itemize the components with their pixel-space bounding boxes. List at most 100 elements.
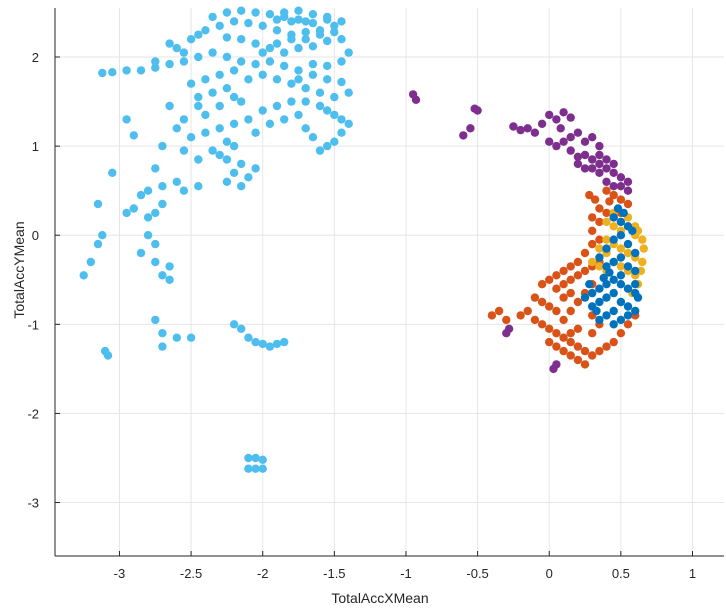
data-point [244, 464, 253, 473]
data-point [566, 351, 575, 360]
data-point [151, 257, 160, 267]
data-point [595, 150, 604, 160]
data-point [315, 30, 325, 39]
data-point [165, 101, 174, 111]
data-point [566, 306, 575, 316]
data-point [623, 311, 633, 320]
data-point [545, 110, 554, 120]
data-point [201, 26, 210, 35]
data-point [566, 262, 575, 271]
data-point [552, 271, 561, 280]
data-point [609, 168, 618, 177]
data-point [588, 213, 597, 222]
data-point [638, 257, 647, 267]
data-point [573, 324, 583, 333]
data-point [628, 226, 637, 235]
data-point [194, 155, 203, 164]
data-point [122, 115, 131, 124]
grid-lines [55, 8, 724, 556]
data-point [229, 168, 239, 177]
data-point [609, 182, 618, 191]
data-point [613, 204, 623, 213]
data-point [623, 239, 633, 249]
data-point [559, 108, 568, 117]
data-point [323, 141, 332, 151]
data-point [602, 293, 611, 302]
data-point [609, 275, 618, 284]
x-tick-label: -1 [400, 566, 412, 581]
data-point [280, 8, 289, 17]
data-point [98, 68, 107, 78]
data-point [272, 26, 282, 35]
data-point [222, 52, 232, 62]
data-point [337, 115, 346, 124]
data-point [588, 164, 597, 173]
data-point [592, 306, 601, 316]
data-point [605, 268, 614, 277]
data-point [552, 141, 561, 151]
data-point [516, 311, 525, 320]
data-point [280, 337, 289, 347]
data-point [473, 106, 482, 115]
data-point [244, 115, 253, 124]
data-point [616, 253, 626, 262]
data-point [344, 119, 353, 128]
data-point [179, 57, 189, 66]
data-point [545, 137, 554, 146]
data-point [631, 280, 640, 289]
data-point [609, 320, 618, 329]
data-point [616, 297, 626, 307]
data-point [545, 324, 554, 333]
data-point [258, 21, 267, 30]
data-point [573, 257, 583, 267]
data-point [244, 173, 253, 182]
data-point [287, 17, 296, 26]
data-point [580, 150, 590, 160]
data-point [86, 257, 96, 267]
data-point [590, 195, 600, 204]
data-point [585, 280, 594, 289]
data-point [265, 119, 275, 128]
data-point [573, 128, 583, 137]
data-point [631, 266, 640, 276]
data-point [215, 21, 224, 30]
data-point [229, 66, 239, 75]
data-point [330, 110, 339, 120]
data-point [523, 306, 532, 316]
data-point [616, 182, 626, 191]
data-point [588, 329, 597, 338]
data-point [122, 208, 131, 218]
data-point [631, 306, 640, 316]
data-point [194, 92, 203, 102]
data-point [272, 75, 282, 84]
data-point [215, 124, 224, 133]
data-point [308, 18, 318, 28]
data-point [595, 262, 604, 271]
data-point [566, 275, 575, 284]
data-point [280, 48, 289, 57]
data-point [537, 280, 547, 289]
data-point [158, 199, 167, 209]
data-point [605, 197, 614, 206]
data-point [573, 355, 583, 365]
data-point [258, 455, 267, 464]
data-point [308, 59, 318, 69]
data-point [222, 84, 232, 93]
data-point [272, 339, 282, 349]
data-point [609, 213, 618, 222]
data-point [208, 12, 217, 22]
data-point [308, 42, 318, 51]
data-point [301, 35, 310, 44]
data-point [251, 59, 260, 69]
data-point [602, 186, 611, 195]
data-point [215, 70, 224, 80]
data-point [258, 464, 267, 473]
data-point [344, 88, 353, 97]
data-point [616, 315, 626, 325]
data-point [566, 133, 575, 142]
data-point [619, 208, 628, 218]
data-point [108, 68, 117, 77]
data-point [580, 346, 590, 356]
data-point [566, 337, 575, 347]
